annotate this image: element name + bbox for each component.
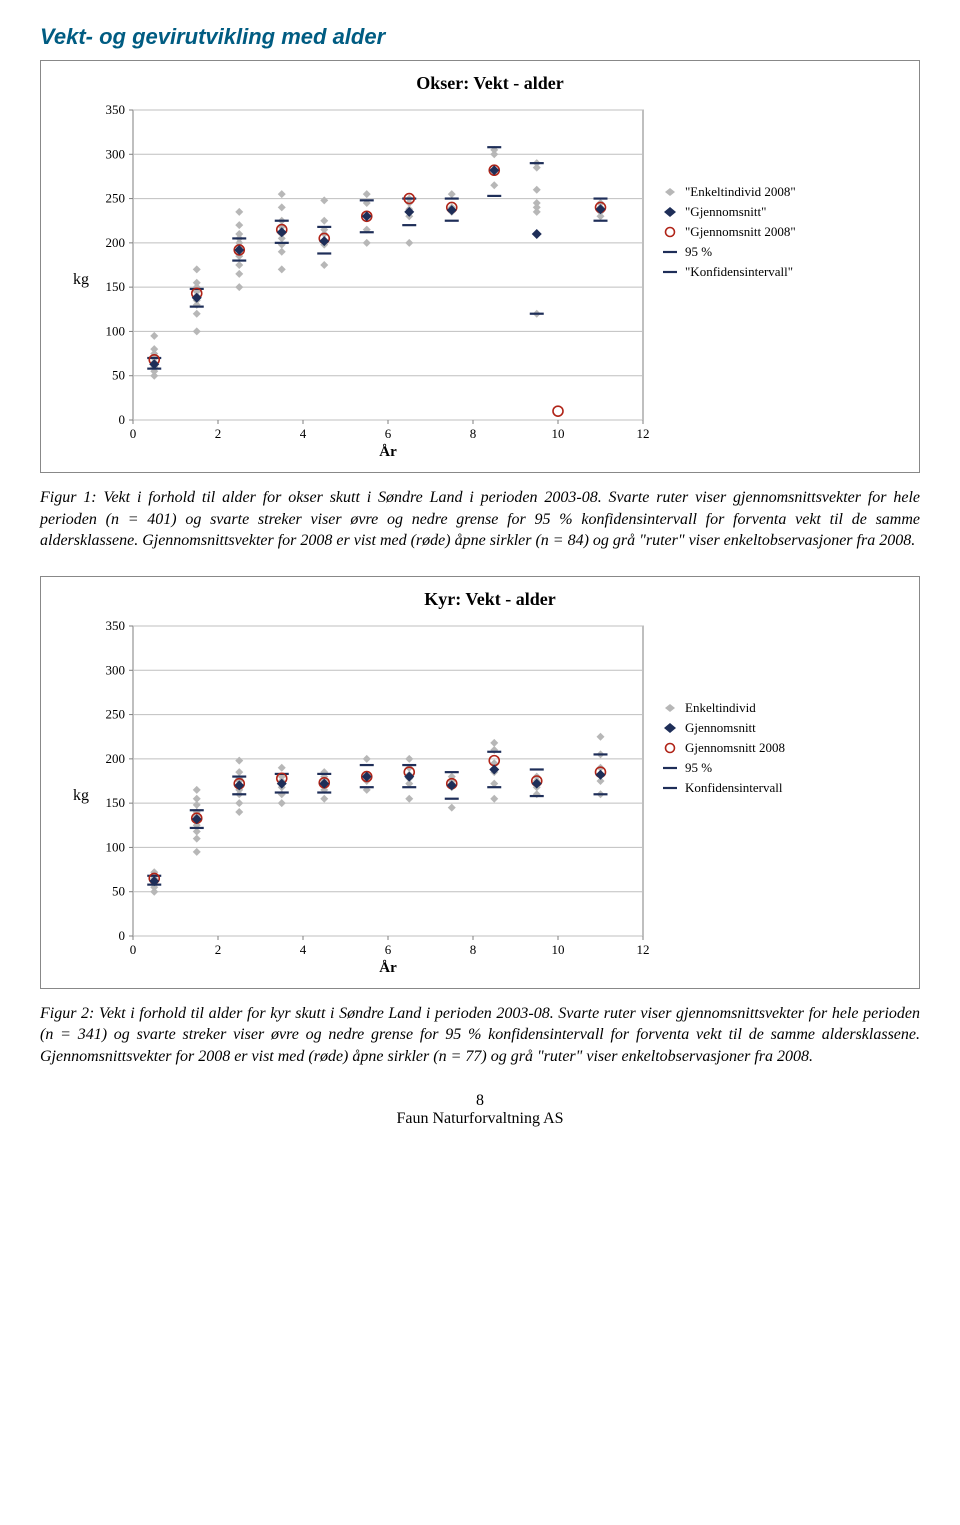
legend-swatch-dash (661, 246, 679, 258)
legend-label: 95 % (685, 244, 712, 260)
chart2-ylabel: kg (73, 787, 89, 805)
chart2-legend: Enkeltindivid Gjennomsnitt Gjennomsnitt 20… (661, 616, 785, 800)
legend-label: Gjennomsnitt (685, 720, 756, 736)
svg-text:År: År (379, 960, 397, 976)
svg-text:2: 2 (215, 426, 222, 441)
svg-text:200: 200 (106, 751, 126, 766)
svg-text:4: 4 (300, 426, 307, 441)
chart2-plot: 0 50 100 150 200 250 300 350 0 2 4 6 8 10 12 År (93, 616, 653, 976)
page-footer: 8 Faun Naturforvaltning AS (40, 1092, 920, 1128)
svg-text:150: 150 (106, 795, 126, 810)
legend-item: Enkeltindivid (661, 700, 785, 716)
legend-label: "Gjennomsnitt" (685, 204, 766, 220)
svg-text:300: 300 (106, 146, 126, 161)
legend-swatch-dash (661, 266, 679, 278)
svg-text:6: 6 (385, 942, 392, 957)
legend-item: 95 % (661, 760, 785, 776)
svg-text:0: 0 (119, 412, 126, 427)
footer-org: Faun Naturforvaltning AS (40, 1110, 920, 1128)
svg-text:8: 8 (470, 942, 477, 957)
legend-item: Gjennomsnitt 2008 (661, 740, 785, 756)
legend-label: Konfidensintervall (685, 780, 782, 796)
legend-item: Gjennomsnitt (661, 720, 785, 736)
legend-swatch-dash (661, 762, 679, 774)
legend-swatch-gj (661, 206, 679, 218)
legend-label: Enkeltindivid (685, 700, 756, 716)
page-number: 8 (40, 1092, 920, 1110)
svg-text:250: 250 (106, 706, 126, 721)
svg-text:350: 350 (106, 618, 126, 633)
svg-text:12: 12 (637, 426, 650, 441)
legend-item: 95 % (661, 244, 796, 260)
chart1-plot: 0 50 100 150 200 250 300 350 0 2 4 6 8 10 12 År (93, 100, 653, 460)
svg-text:10: 10 (552, 942, 565, 957)
legend-label: 95 % (685, 760, 712, 776)
legend-item: "Enkeltindivid 2008" (661, 184, 796, 200)
svg-text:100: 100 (106, 323, 126, 338)
chart1-ylabel: kg (73, 271, 89, 289)
legend-swatch-gj08 (661, 226, 679, 238)
svg-text:0: 0 (130, 426, 137, 441)
svg-text:8: 8 (470, 426, 477, 441)
svg-text:6: 6 (385, 426, 392, 441)
legend-item: "Konfidensintervall" (661, 264, 796, 280)
figure1-caption: Figur 1: Vekt i forhold til alder for ok… (40, 487, 920, 552)
chart-okser: Okser: Vekt - alder kg 05010015020025030… (40, 60, 920, 473)
svg-text:0: 0 (119, 928, 126, 943)
legend-item: "Gjennomsnitt" (661, 204, 796, 220)
legend-swatch-dash (661, 782, 679, 794)
svg-text:50: 50 (112, 368, 125, 383)
figure2-caption: Figur 2: Vekt i forhold til alder for ky… (40, 1003, 920, 1068)
legend-swatch-gj08 (661, 742, 679, 754)
legend-item: "Gjennomsnitt 2008" (661, 224, 796, 240)
svg-text:200: 200 (106, 235, 126, 250)
svg-text:2: 2 (215, 942, 222, 957)
legend-item: Konfidensintervall (661, 780, 785, 796)
svg-text:50: 50 (112, 883, 125, 898)
section-title: Vekt- og gevirutvikling med alder (40, 24, 920, 50)
svg-text:100: 100 (106, 839, 126, 854)
legend-label: Gjennomsnitt 2008 (685, 740, 785, 756)
svg-text:4: 4 (300, 942, 307, 957)
svg-text:300: 300 (106, 662, 126, 677)
chart1-title: Okser: Vekt - alder (73, 73, 907, 94)
legend-swatch-enkelt (661, 186, 679, 198)
chart2-title: Kyr: Vekt - alder (73, 589, 907, 610)
legend-label: "Konfidensintervall" (685, 264, 793, 280)
svg-text:350: 350 (106, 102, 126, 117)
legend-swatch-enkelt (661, 702, 679, 714)
legend-swatch-gj (661, 722, 679, 734)
svg-text:År: År (379, 444, 397, 460)
legend-label: "Gjennomsnitt 2008" (685, 224, 796, 240)
svg-text:12: 12 (637, 942, 650, 957)
svg-text:0: 0 (130, 942, 137, 957)
chart1-legend: "Enkeltindivid 2008" "Gjennomsnitt" "Gjenn… (661, 100, 796, 284)
legend-label: "Enkeltindivid 2008" (685, 184, 796, 200)
svg-text:250: 250 (106, 191, 126, 206)
svg-text:10: 10 (552, 426, 565, 441)
chart-kyr: Kyr: Vekt - alder kg 0501001502002503003… (40, 576, 920, 989)
svg-text:150: 150 (106, 279, 126, 294)
